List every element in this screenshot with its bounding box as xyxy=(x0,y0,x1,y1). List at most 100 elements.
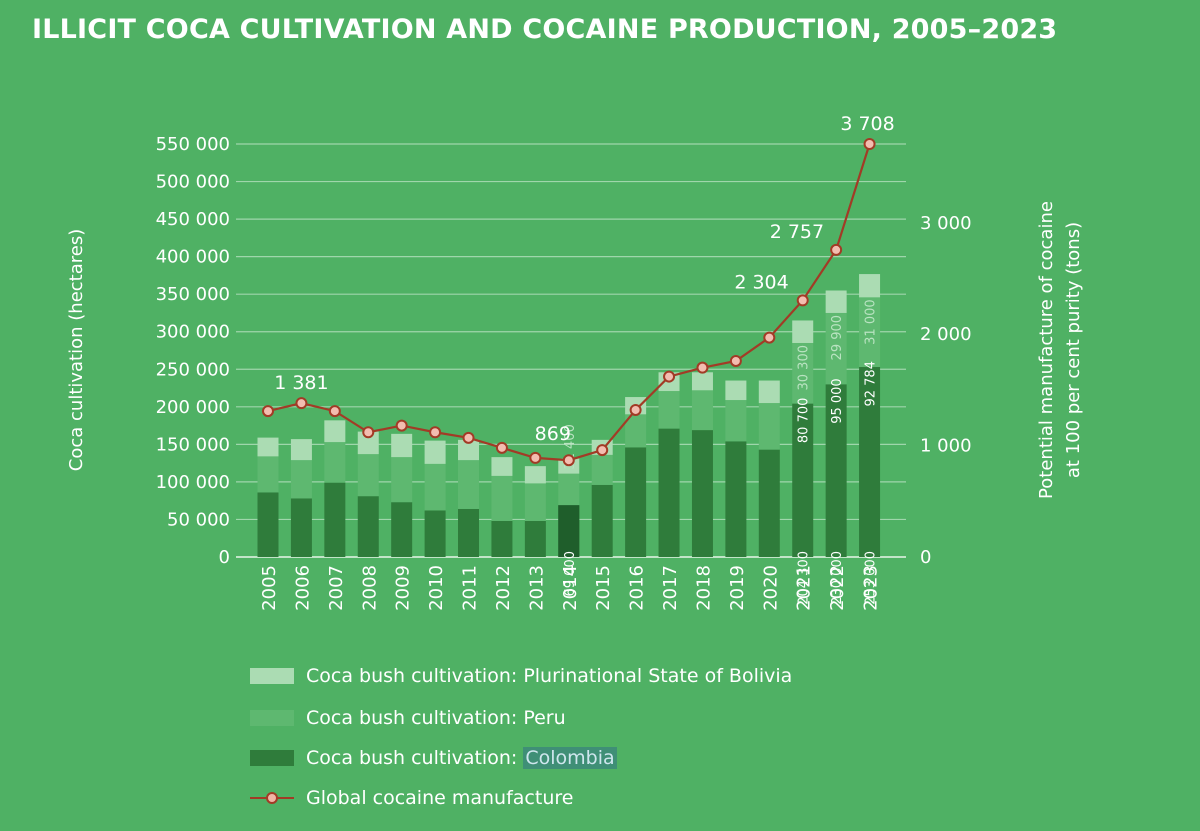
line-point-2007 xyxy=(328,405,341,418)
bar-peru-2013 xyxy=(524,483,546,521)
bar-plurinational-state-of-bolivia-2013 xyxy=(524,466,546,484)
y2-axis-title-line: Potential manufacture of cocaine xyxy=(1036,201,1057,499)
line-point-2017 xyxy=(663,370,676,383)
bar-peru-2009 xyxy=(391,457,413,503)
line-point-2013 xyxy=(529,451,542,464)
x-tick-label: 2019 xyxy=(727,565,748,611)
y-axis-right: 0 1 000 2 000 3 000 xyxy=(920,213,972,568)
line-point-2005 xyxy=(262,405,274,418)
line-point-2015 xyxy=(596,444,609,457)
bar-peru-2020 xyxy=(758,403,780,450)
bar-plurinational-state-of-bolivia-2018 xyxy=(691,372,713,391)
legend-label-bolivia: Coca bush cultivation: Plurinational Sta… xyxy=(306,665,793,687)
bar-plurinational-state-of-bolivia-2007 xyxy=(324,420,346,443)
x-tick-label: 2014 xyxy=(560,565,581,611)
line-value-label: 2 304 xyxy=(734,271,788,293)
bar-colombia-2020 xyxy=(758,449,780,557)
legend-label-colombia: Coca bush cultivation: Colombia xyxy=(306,746,617,770)
x-tick-label: 2016 xyxy=(627,565,648,611)
bar-colombia-2006 xyxy=(290,498,312,557)
line-point-2016 xyxy=(629,403,642,416)
bar-colombia-2012 xyxy=(491,520,513,557)
bar-value-label: 69 000 xyxy=(563,551,578,597)
bar-value-label: 204 300 xyxy=(797,551,812,605)
legend-label-colombia-highlight: Colombia xyxy=(523,747,617,769)
bar-value-label: 31 000 xyxy=(864,299,879,345)
legend-label-peru: Coca bush cultivation: Peru xyxy=(306,707,566,729)
y-tick-label: 200 000 xyxy=(156,397,230,418)
legend-swatch-bolivia xyxy=(250,668,294,684)
bar-colombia-2013 xyxy=(524,520,546,557)
legend-label-global: Global cocaine manufacture xyxy=(306,787,574,809)
y-tick-label: 500 000 xyxy=(156,172,230,193)
y-tick-label: 550 000 xyxy=(156,134,230,155)
y-axis-left: 0 50 000 100 000 150 000 200 000 250 000 300 0… xyxy=(156,134,230,568)
line-value-labels: 1 381 869 2 304 2 757 3 708 xyxy=(274,113,895,445)
y-axis-title: Coca cultivation (hectares) xyxy=(66,229,87,471)
bar-value-label: 230 000 xyxy=(830,551,845,605)
bar-plurinational-state-of-bolivia-2022 xyxy=(825,290,847,313)
bar-plurinational-state-of-bolivia-2005 xyxy=(257,437,279,457)
bar-colombia-2016 xyxy=(625,447,647,557)
line-point-2022 xyxy=(830,243,843,256)
bar-colombia-2022 xyxy=(825,384,847,557)
bar-peru-2021 xyxy=(792,342,814,404)
y2-tick-label: 0 xyxy=(920,547,931,568)
line-point-2014 xyxy=(562,454,575,467)
x-tick-label: 2008 xyxy=(359,565,380,611)
x-axis: 2005 2006 2007 2008 2009 2010 2011 2012 2013 2014… xyxy=(259,565,882,611)
x-tick-label: 2021 xyxy=(794,565,815,611)
legend-swatch-colombia xyxy=(250,750,294,766)
bar-peru-2012 xyxy=(491,475,513,521)
bar-peru-2015 xyxy=(591,454,613,485)
bar-colombia-2018 xyxy=(691,430,713,557)
bar-colombia-2005 xyxy=(257,492,279,557)
bar-plurinational-state-of-bolivia-2006 xyxy=(290,439,312,461)
x-tick-label: 2011 xyxy=(460,565,481,611)
bar-peru-2017 xyxy=(658,391,680,429)
line-point-2009 xyxy=(395,419,408,432)
line-point-2021 xyxy=(796,294,809,307)
line-value-label: 3 708 xyxy=(840,113,894,135)
bar-plurinational-state-of-bolivia-2012 xyxy=(491,457,513,476)
y-tick-label: 50 000 xyxy=(167,509,230,530)
bar-colombia-2009 xyxy=(391,502,413,557)
x-tick-label: 2022 xyxy=(827,565,848,611)
bar-colombia-2007 xyxy=(324,482,346,557)
y2-axis-title: Potential manufacture of cocaine at 100 p… xyxy=(1036,201,1084,499)
bar-peru-2014 xyxy=(558,473,580,506)
bar-peru-2022 xyxy=(825,312,847,385)
bar-plurinational-state-of-bolivia-2019 xyxy=(725,380,747,401)
bar-plurinational-state-of-bolivia-2009 xyxy=(391,433,413,458)
x-tick-label: 2010 xyxy=(426,565,447,611)
bar-plurinational-state-of-bolivia-2023 xyxy=(859,274,881,298)
line-point-2011 xyxy=(462,431,475,444)
y2-tick-label: 3 000 xyxy=(920,213,972,234)
x-tick-label: 2020 xyxy=(760,565,781,611)
bar-peru-2018 xyxy=(691,390,713,431)
line-value-label: 869 xyxy=(535,423,571,445)
bar-peru-2019 xyxy=(725,400,747,442)
bar-peru-2023 xyxy=(859,297,881,368)
x-tick-label: 2013 xyxy=(526,565,547,611)
bar-colombia-2015 xyxy=(591,484,613,557)
x-tick-label: 2005 xyxy=(259,565,280,611)
line-global-cocaine xyxy=(262,138,876,467)
line-point-2019 xyxy=(729,354,742,367)
chart-title: ILLICIT COCA CULTIVATION AND COCAINE PRO… xyxy=(32,14,1058,45)
y2-tick-label: 2 000 xyxy=(920,324,972,345)
bar-colombia-2008 xyxy=(357,496,379,557)
bar-value-label: 29 900 xyxy=(830,315,845,361)
x-tick-label: 2012 xyxy=(493,565,514,611)
bar-colombia-2017 xyxy=(658,428,680,557)
bar-peru-2010 xyxy=(424,463,446,511)
bars xyxy=(257,274,881,557)
bar-plurinational-state-of-bolivia-2008 xyxy=(357,431,379,455)
line-value-label: 2 757 xyxy=(770,221,824,243)
bar-value-label: 80 700 xyxy=(797,398,812,444)
x-tick-label: 2017 xyxy=(660,565,681,611)
y-tick-label: 0 xyxy=(219,547,230,568)
